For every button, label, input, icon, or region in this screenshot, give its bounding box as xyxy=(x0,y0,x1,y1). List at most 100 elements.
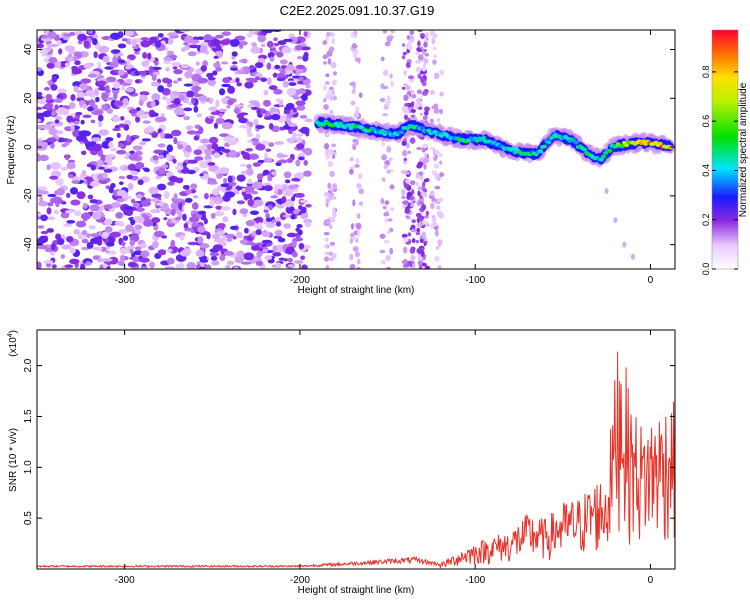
spectrogram-cell xyxy=(213,210,225,217)
spectrogram-cell xyxy=(212,244,223,251)
spectrogram-cell xyxy=(268,85,278,91)
spectrogram-cell xyxy=(156,183,167,191)
spectrogram-cell xyxy=(389,35,394,40)
spectrogram-cell xyxy=(186,169,196,174)
spectrogram-cell xyxy=(356,266,361,269)
spectrogram-cell xyxy=(381,154,388,161)
spectrogram-cell xyxy=(196,113,203,118)
spectrogram-cell xyxy=(262,109,267,114)
spectrogram-cell xyxy=(437,197,444,203)
spectrogram-cell xyxy=(354,251,361,258)
spectrogram-cell xyxy=(101,104,107,111)
spectrogram-cell xyxy=(207,162,216,166)
spectrogram-cell xyxy=(194,156,204,161)
spectrogram-cell xyxy=(380,260,386,265)
spectrogram-cell xyxy=(295,100,306,106)
spectrogram-cell xyxy=(140,242,147,249)
spectrogram-cell xyxy=(383,212,390,217)
spectrogram-cell xyxy=(604,187,609,194)
spectrogram-cell xyxy=(180,64,190,69)
spectrogram-cell xyxy=(537,149,543,154)
spectrogram-cell xyxy=(278,257,286,261)
spectrogram-cell xyxy=(405,85,411,91)
spectrogram-cell xyxy=(242,152,251,160)
spectrogram-cell xyxy=(425,32,429,39)
spectrogram-cell xyxy=(405,142,410,149)
spectrogram-cell xyxy=(81,169,87,176)
spectrogram-cell xyxy=(331,207,336,213)
spectrogram-cell xyxy=(325,73,330,78)
spectrogram-cell xyxy=(211,142,219,150)
spectrogram-cell xyxy=(283,214,293,218)
spectrogram-cell xyxy=(303,31,308,37)
spectrogram-cell xyxy=(199,138,210,144)
colorbar-tick-label: 0.6 xyxy=(701,115,711,128)
spectrogram-cell xyxy=(425,178,430,182)
spectrogram-cell xyxy=(416,248,423,254)
spectrogram-cell xyxy=(429,118,434,123)
spectrogram-cell xyxy=(189,39,200,44)
spectrogram-cell xyxy=(105,137,114,142)
spectrogram-cell xyxy=(151,132,158,138)
spectrogram-cell xyxy=(283,223,291,229)
spectrogram-cell xyxy=(630,253,635,260)
spectrogram-cell xyxy=(83,62,93,69)
spectrogram-cell xyxy=(573,140,579,145)
spectrogram-cell xyxy=(331,252,337,260)
spectrogram-cell xyxy=(238,43,244,49)
spectrogram-cell xyxy=(327,148,334,156)
spectrogram-cell xyxy=(66,115,74,123)
spectrogram-cell xyxy=(214,200,221,205)
spectrogram-cell xyxy=(37,188,44,196)
spectrogram-cell xyxy=(93,51,98,59)
spectrogram-cell xyxy=(127,163,137,171)
spectrogram-cell xyxy=(282,80,289,88)
spectrogram-cell xyxy=(170,208,176,216)
spectrogram-cell xyxy=(402,149,408,157)
spectrogram-cell xyxy=(326,33,330,37)
spectrogram-cell xyxy=(402,82,408,87)
spectrogram-cell xyxy=(144,111,149,115)
spectrogram-cell xyxy=(175,263,183,269)
spectrogram-cell xyxy=(351,44,358,49)
spectrogram-cell xyxy=(298,242,305,250)
spectrogram-cell xyxy=(210,111,220,116)
spectrogram-cell xyxy=(332,211,337,218)
spectrogram-cell xyxy=(207,78,216,87)
spectrogram-cell xyxy=(431,37,436,45)
spectrogram-cell xyxy=(383,164,389,170)
spectrogram-cell xyxy=(249,210,259,216)
spectrogram-cell xyxy=(431,105,435,110)
colorbar-gradient xyxy=(711,29,739,270)
spectrogram-cell xyxy=(197,236,204,244)
spectrogram-cell xyxy=(139,141,147,146)
spectrogram-cell xyxy=(209,115,215,120)
spectrogram-cell xyxy=(292,208,300,215)
spectrogram-cell xyxy=(187,51,197,57)
spectrogram-cell xyxy=(193,149,203,156)
spectrogram-cell xyxy=(64,62,70,68)
spectrogram-cell xyxy=(97,114,104,122)
spectrogram-cell xyxy=(42,124,53,130)
spectrogram-cell xyxy=(113,81,121,89)
spectrogram-cell xyxy=(69,31,76,36)
spectrogram-cell xyxy=(230,39,240,47)
spectrogram-cell xyxy=(416,67,422,71)
spectrogram-cell xyxy=(423,163,427,170)
spectrogram-cell xyxy=(433,72,440,80)
spectrogram-cell xyxy=(305,203,312,208)
spectrogram-cell xyxy=(350,31,355,38)
spectrogram-cell xyxy=(193,87,199,96)
spectrogram-cell xyxy=(256,250,263,258)
spectrogram-cell xyxy=(199,173,204,177)
spectrogram-cell xyxy=(135,150,143,156)
spectrogram-cell xyxy=(277,154,289,158)
spectrogram-cell xyxy=(136,194,143,199)
y-tick-label: 2.0 xyxy=(23,358,34,372)
spectrogram-cell xyxy=(332,183,338,190)
spectrogram-cell xyxy=(43,259,54,264)
spectrogram-cell xyxy=(329,31,335,38)
spectrogram-cell xyxy=(410,224,416,230)
spectrogram-cell xyxy=(190,183,198,190)
